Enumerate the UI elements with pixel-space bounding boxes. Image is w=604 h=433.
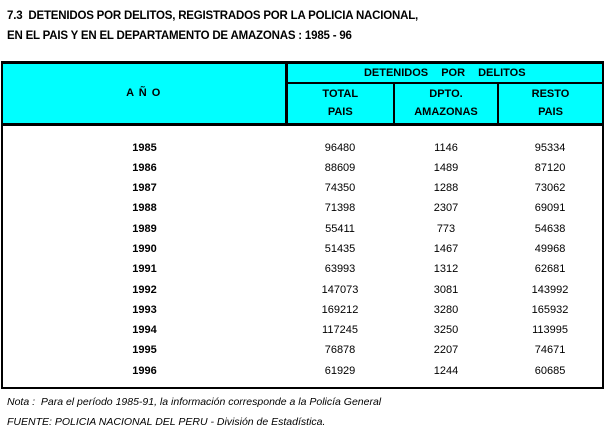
footnote-nota: Nota : Para el período 1985-91, la infor… — [7, 396, 382, 408]
group-header-detenidos: DETENIDOS POR DELITOS — [286, 62, 604, 84]
resto-pais-cell: 60685 — [534, 364, 566, 377]
year-cell: 1993 — [132, 303, 157, 316]
total-pais-cell: 76878 — [324, 344, 356, 357]
total-pais-cell: 71398 — [324, 202, 356, 215]
table-row: 1995 76878 2207 74671 — [2, 340, 603, 360]
dpto-amazonas-cell: 3081 — [433, 283, 459, 296]
dpto-amazonas-cell: 1244 — [433, 364, 459, 377]
dpto-amazonas-cell: 3280 — [433, 303, 459, 316]
year-cell: 1987 — [132, 182, 157, 195]
dpto-amazonas-cell: 2207 — [433, 344, 459, 357]
year-cell: 1989 — [132, 222, 157, 235]
detainees-table: A Ñ O DETENIDOS POR DELITOS TOTAL PAIS D… — [1, 61, 604, 390]
total-pais-cell: 88609 — [324, 161, 356, 174]
table-row: 1988 71398 2307 69091 — [2, 198, 603, 218]
col-header-resto-pais: RESTO PAIS — [498, 82, 604, 126]
table-row: 1996 61929 1244 60685 — [2, 361, 603, 388]
table-row: 1985 96480 1146 95334 — [2, 124, 603, 158]
dpto-amazonas-cell: 1312 — [433, 263, 459, 276]
table-row: 1994 117245 3250 113995 — [2, 320, 603, 340]
dpto-amazonas-cell: 1489 — [433, 161, 459, 174]
table-body: 1985 96480 1146 95334 1986 88609 1489 87… — [2, 124, 603, 388]
col-header-total-line2: PAIS — [327, 105, 353, 118]
group-header-row: A Ñ O DETENIDOS POR DELITOS — [2, 62, 604, 126]
year-cell: 1985 — [132, 141, 157, 154]
resto-pais-cell: 165932 — [531, 303, 569, 316]
sub-header-row: TOTAL PAIS DPTO. AMAZONAS RESTO PAIS — [2, 82, 604, 126]
table-row: 1992 147073 3081 143992 — [2, 280, 603, 300]
year-cell: 1996 — [132, 364, 157, 377]
resto-pais-cell: 69091 — [534, 202, 566, 215]
table-row: 1991 63993 1312 62681 — [2, 259, 603, 279]
total-pais-cell: 117245 — [322, 324, 358, 337]
resto-pais-cell: 49968 — [534, 242, 566, 255]
dpto-amazonas-cell: 1467 — [433, 242, 459, 255]
table-header: A Ñ O DETENIDOS POR DELITOS TOTAL PAIS D… — [2, 62, 604, 126]
footnote-fuente: FUENTE: POLICIA NACIONAL DEL PERU - Divi… — [7, 416, 326, 428]
col-header-ano: A Ñ O — [2, 62, 288, 126]
year-cell: 1994 — [132, 324, 157, 337]
resto-pais-cell: 87120 — [534, 161, 566, 174]
resto-pais-cell: 62681 — [534, 263, 566, 276]
total-pais-cell: 63993 — [324, 263, 356, 276]
dpto-amazonas-cell: 773 — [436, 222, 456, 235]
resto-pais-cell: 143992 — [531, 283, 569, 296]
col-header-total-pais: TOTAL PAIS — [286, 82, 395, 126]
year-cell: 1990 — [132, 242, 157, 255]
col-header-dpto-amazonas: DPTO. AMAZONAS — [394, 82, 499, 126]
resto-pais-cell: 54638 — [534, 222, 566, 235]
page-title: 7.3 DETENIDOS POR DELITOS, REGISTRADOS P… — [7, 6, 418, 46]
dpto-amazonas-cell: 3250 — [433, 324, 459, 337]
total-pais-cell: 61929 — [324, 364, 356, 377]
col-header-resto-line1: RESTO — [531, 87, 570, 100]
year-cell: 1995 — [132, 344, 157, 357]
resto-pais-cell: 73062 — [534, 182, 566, 195]
col-header-resto-line2: PAIS — [538, 105, 563, 118]
table-row: 1990 51435 1467 49968 — [2, 239, 603, 259]
table-row: 1989 55411 773 54638 — [2, 219, 603, 239]
table-row: 1987 74350 1288 73062 — [2, 178, 603, 198]
total-pais-cell: 147073 — [321, 283, 359, 296]
year-cell: 1992 — [132, 283, 157, 296]
page-title-line2: EN EL PAIS Y EN EL DEPARTAMENTO DE AMAZO… — [7, 30, 352, 42]
year-cell: 1991 — [132, 263, 157, 276]
total-pais-cell: 169212 — [321, 303, 359, 316]
table-row: 1986 88609 1489 87120 — [2, 158, 603, 178]
year-cell: 1988 — [132, 202, 157, 215]
dpto-amazonas-cell: 1146 — [434, 141, 458, 154]
col-header-total-line1: TOTAL — [322, 87, 359, 100]
table-row: 1993 169212 3280 165932 — [2, 300, 603, 320]
total-pais-cell: 55411 — [325, 222, 355, 235]
total-pais-cell: 51435 — [324, 242, 356, 255]
resto-pais-cell: 74671 — [534, 344, 566, 357]
col-header-dpto-line2: AMAZONAS — [414, 105, 478, 118]
col-header-dpto-line1: DPTO. — [429, 87, 463, 100]
year-cell: 1986 — [132, 161, 157, 174]
resto-pais-cell: 113995 — [532, 324, 568, 337]
page-title-line1: 7.3 DETENIDOS POR DELITOS, REGISTRADOS P… — [7, 10, 419, 22]
dpto-amazonas-cell: 2307 — [433, 202, 459, 215]
resto-pais-cell: 95334 — [534, 141, 566, 154]
dpto-amazonas-cell: 1288 — [433, 182, 459, 195]
total-pais-cell: 96480 — [324, 141, 356, 154]
total-pais-cell: 74350 — [324, 182, 356, 195]
